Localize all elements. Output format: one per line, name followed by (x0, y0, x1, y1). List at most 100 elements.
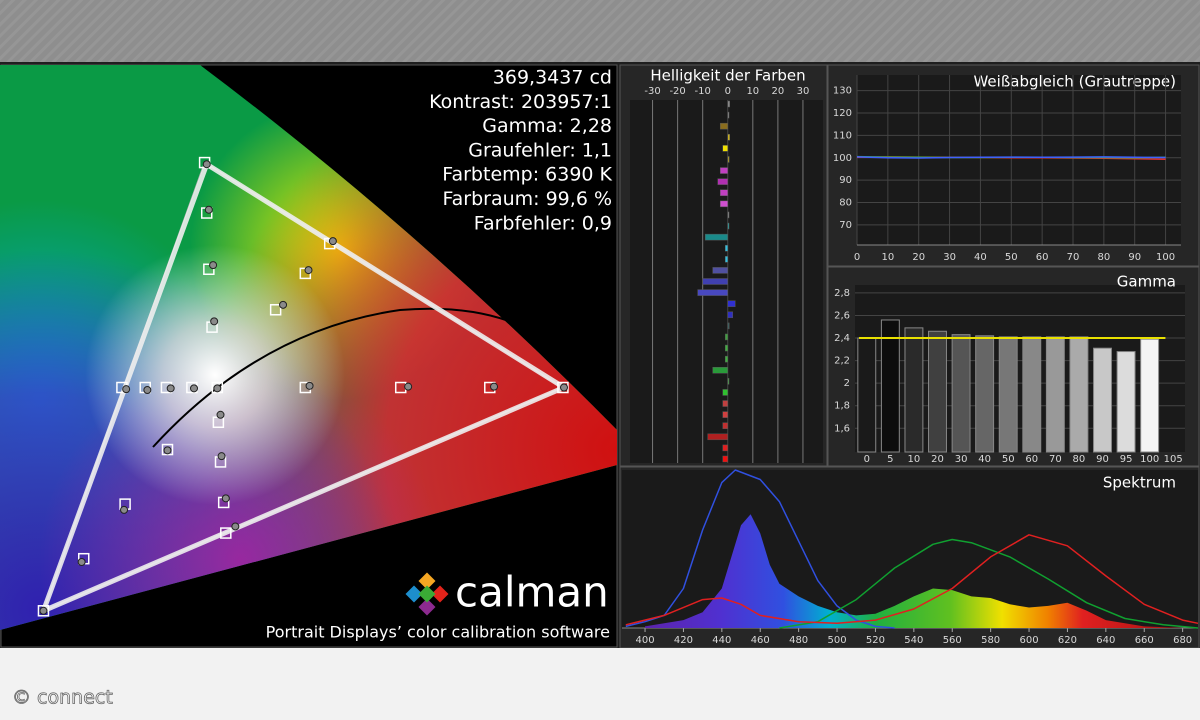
x-tick-label: -20 (669, 86, 685, 97)
stat-line: Farbfehler: 0,9 (474, 212, 612, 234)
x-tick-label: 620 (1058, 635, 1077, 646)
series-line (856, 156, 1166, 159)
x-tick-label: 30 (955, 454, 968, 465)
bar (727, 311, 734, 319)
x-tick-label: 30 (797, 86, 810, 97)
bar (717, 178, 729, 185)
bar (1093, 347, 1112, 453)
caption: Portrait Displays’ color calibration sof… (266, 623, 610, 642)
x-tick-label: 40 (974, 252, 987, 263)
x-tick-label: 10 (908, 454, 921, 465)
logo: calman (455, 568, 609, 617)
x-tick-label: -10 (695, 86, 711, 97)
measured-point (143, 385, 152, 394)
x-tick-label: 0 (854, 252, 860, 263)
bar (722, 411, 729, 418)
stat-line: Farbtemp: 6390 K (442, 164, 612, 186)
x-tick-label: 105 (1164, 454, 1183, 465)
bar (724, 244, 729, 252)
bar (727, 211, 730, 219)
bar (719, 122, 729, 130)
bar (727, 134, 731, 141)
bar (975, 335, 995, 453)
measured-point (404, 382, 413, 391)
x-tick-label: 80 (1097, 252, 1110, 263)
x-tick-label: 580 (981, 635, 1000, 646)
cie-gamut (0, 65, 617, 630)
bar (702, 278, 729, 285)
x-tick-label: 560 (943, 635, 962, 646)
x-tick-label: -30 (644, 86, 660, 97)
stat-line: Kontrast: 203957:1 (429, 91, 612, 113)
x-tick-label: 480 (789, 635, 808, 646)
bar (880, 319, 900, 453)
chart-title: Gamma (1117, 273, 1176, 291)
x-tick-label: 20 (931, 454, 944, 465)
measured-point (120, 505, 129, 514)
bar (722, 422, 729, 429)
bar (1045, 336, 1065, 453)
x-tick-label: 0 (864, 454, 870, 465)
x-tick-label: 50 (1002, 454, 1015, 465)
bar (727, 100, 731, 108)
measured-point (559, 383, 568, 392)
watermark: © connect (12, 687, 113, 709)
y-tick-label: 2,8 (834, 288, 850, 299)
top-band (0, 0, 1200, 62)
target-point (269, 304, 282, 316)
x-tick-label: 20 (772, 86, 785, 97)
measured-point (221, 494, 230, 503)
y-tick-label: 2,4 (834, 333, 850, 344)
measured-point (279, 300, 288, 309)
x-tick-label: 0 (725, 86, 731, 97)
measured-point (166, 384, 175, 393)
bar (727, 322, 730, 330)
bar (1022, 336, 1042, 453)
y-tick-label: 2,6 (834, 310, 850, 321)
measured-point (210, 317, 219, 326)
stat-line: Gamma: 2,28 (482, 115, 612, 137)
x-tick-label: 80 (1073, 454, 1086, 465)
bar (904, 327, 924, 453)
bar (722, 444, 729, 452)
series-line (625, 469, 895, 629)
y-tick-label: 110 (833, 130, 852, 141)
y-tick-label: 90 (839, 175, 852, 186)
y-tick-label: 1,8 (834, 401, 850, 412)
measured-point (213, 384, 222, 393)
chart-title: Helligkeit der Farben (650, 67, 805, 85)
measured-point (217, 452, 226, 461)
measured-point (202, 160, 211, 169)
x-tick-label: 600 (1019, 635, 1038, 646)
y-tick-label: 1,6 (834, 423, 850, 434)
measured-point (122, 385, 131, 394)
y-tick-label: 70 (839, 220, 852, 231)
measured-point (304, 266, 313, 275)
measured-point (39, 606, 48, 615)
x-tick-label: 680 (1173, 635, 1192, 646)
measured-point (190, 384, 199, 393)
x-tick-label: 100 (1156, 252, 1175, 263)
x-tick-label: 70 (1049, 454, 1062, 465)
bar (712, 267, 729, 274)
bar (719, 189, 729, 196)
bar (727, 222, 730, 230)
bar (707, 433, 729, 441)
x-tick-label: 460 (751, 635, 770, 646)
bar (727, 378, 730, 385)
measured-point (77, 557, 86, 566)
calman-icon (405, 572, 449, 616)
bar (722, 145, 729, 152)
x-tick-label: 5 (887, 454, 893, 465)
bar (928, 330, 947, 453)
bar (722, 389, 729, 396)
bar (722, 455, 729, 463)
measured-point (204, 205, 213, 214)
measured-point (305, 381, 314, 390)
x-tick-label: 10 (881, 252, 894, 263)
bar (724, 344, 729, 352)
y-tick-label: 100 (833, 153, 852, 164)
x-tick-label: 95 (1120, 454, 1133, 465)
spectrum-area (645, 514, 1183, 628)
